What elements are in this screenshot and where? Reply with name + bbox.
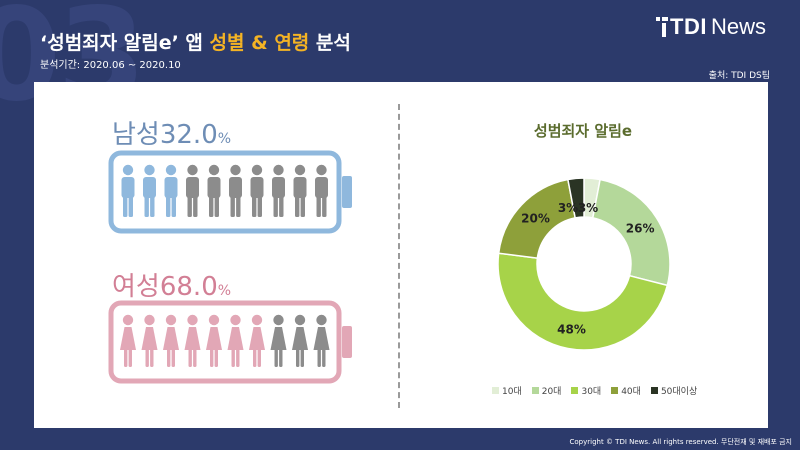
male-person-icon (315, 164, 328, 217)
female-person-icon (206, 314, 222, 367)
donut-label-10대: 3% (578, 201, 598, 215)
female-person-icon (249, 314, 265, 367)
female-label: 여성68.0% (112, 266, 231, 303)
male-label-text: 남성 (112, 120, 160, 150)
legend-swatch (611, 387, 619, 394)
title-highlight-gender: 성별 (209, 32, 245, 54)
male-value: 32.0 (159, 120, 218, 150)
legend-item-40대: 40대 (611, 384, 641, 397)
legend-label: 10대 (502, 387, 522, 397)
legend-label: 30대 (581, 387, 602, 397)
female-person-icon (120, 314, 136, 367)
legend-label: 20대 (541, 387, 562, 397)
title-highlight-age: 연령 (274, 32, 310, 54)
tdi-news-logo: TDI News (656, 14, 766, 40)
chart-legend: 10대 20대 30대 40대 50대이상 (492, 384, 697, 397)
female-unit: % (217, 283, 232, 299)
male-battery-graphic (108, 150, 352, 234)
male-person-icon (250, 164, 264, 217)
legend-swatch (650, 387, 658, 394)
analysis-period: 분석기간: 2020.06 ~ 2020.10 (40, 60, 181, 71)
chart-title: 성범죄자 알림e (533, 122, 633, 140)
donut-label-30대: 48% (557, 322, 586, 336)
legend-item-50대이상: 50대이상 (650, 384, 698, 397)
copyright-footer: Copyright © TDI News. All rights reserve… (569, 438, 792, 446)
legend-item-20대: 20대 (531, 384, 562, 397)
legend-label: 50대이상 (660, 387, 698, 397)
female-person-icon (313, 314, 330, 367)
legend-swatch (531, 387, 539, 394)
donut-label-20대: 26% (626, 221, 655, 235)
content-panel: 남성32.0% 여성68.0% 성범죄자 알림e 3% 26% 48% 20% 3% 1… (34, 82, 768, 428)
donut-label-50대이상: 3% (558, 201, 578, 215)
logo-mark-icon (656, 15, 668, 39)
male-person-icon (143, 164, 156, 217)
female-person-icon (270, 314, 287, 367)
donut-slice-50대이상 (567, 177, 585, 219)
male-unit: % (217, 131, 232, 147)
female-label-text: 여성 (112, 272, 160, 302)
data-source: 출처: TDI DS팀 (708, 71, 770, 81)
female-battery-body (108, 300, 342, 384)
male-person-icon (186, 164, 199, 217)
female-person-icon (141, 314, 158, 367)
title-amp: & (244, 32, 275, 54)
legend-swatch (571, 387, 579, 394)
female-battery-graphic (108, 300, 352, 384)
age-donut-chart: 3% 26% 48% 20% 3% (497, 177, 671, 351)
title-part2: 분석 (309, 32, 351, 54)
male-person-icon (229, 164, 242, 217)
legend-item-10대: 10대 (492, 384, 522, 397)
male-person-icon (293, 164, 307, 217)
female-person-icon (184, 314, 201, 367)
male-battery-tip (342, 176, 352, 208)
page-title: ‘성범죄자 알림e’ 앱 성별 & 연령 분석 (40, 28, 351, 55)
male-person-icon (164, 164, 178, 217)
female-person-icon (163, 314, 179, 367)
male-person-icon (272, 164, 285, 217)
male-label: 남성32.0% (112, 114, 231, 151)
title-part1: ‘성범죄자 알림e’ 앱 (40, 32, 210, 54)
female-person-icon (227, 314, 244, 367)
donut-label-40대: 20% (521, 211, 550, 225)
male-person-icon (121, 164, 135, 217)
donut-slice-30대 (497, 252, 669, 351)
legend-swatch (492, 387, 499, 394)
logo-news-text: News (710, 14, 766, 39)
logo-tdi-text: TDI (670, 14, 707, 39)
donut-slice-20대 (591, 178, 671, 287)
legend-item-30대: 30대 (571, 384, 601, 397)
legend-label: 40대 (621, 387, 641, 397)
male-person-icon (207, 164, 221, 217)
section-divider (398, 104, 400, 408)
female-value: 68.0 (159, 272, 218, 302)
female-person-icon (292, 314, 308, 367)
male-battery-body (108, 150, 342, 234)
female-battery-tip (342, 326, 352, 358)
